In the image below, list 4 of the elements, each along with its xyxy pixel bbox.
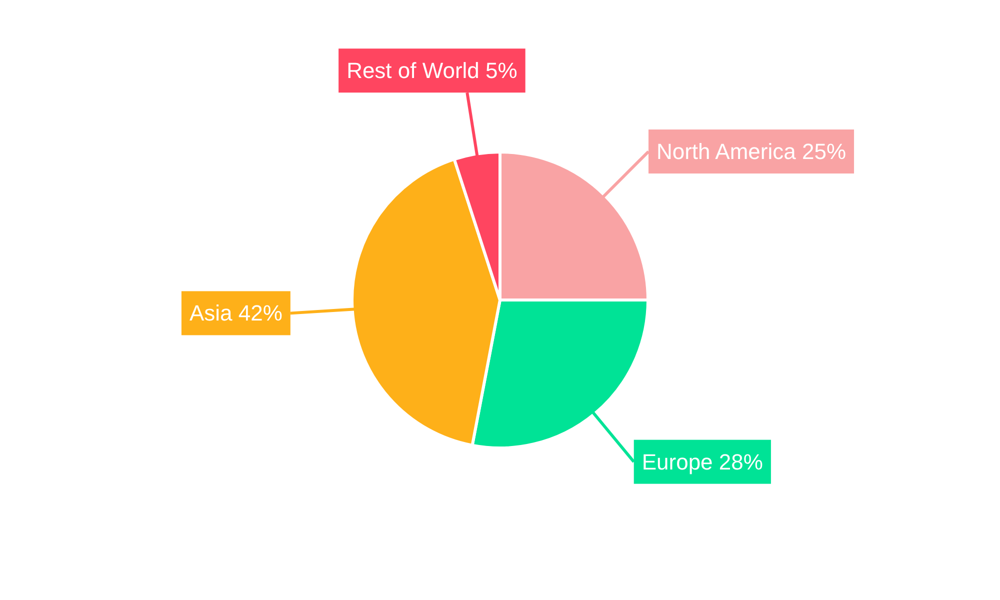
- slice-label: Europe 28%: [642, 449, 763, 474]
- slice-label: Rest of World 5%: [346, 58, 518, 84]
- slice-label: North America 25%: [656, 139, 846, 164]
- slice-label: Asia 42%: [189, 300, 282, 326]
